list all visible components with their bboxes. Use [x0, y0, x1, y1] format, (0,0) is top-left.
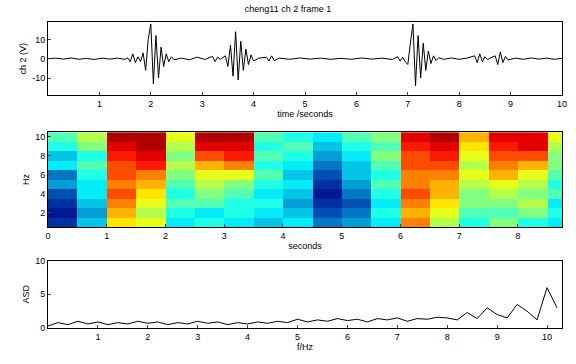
svg-text:2: 2: [148, 99, 153, 109]
svg-text:1: 1: [104, 231, 109, 241]
svg-text:6: 6: [345, 332, 350, 342]
svg-text:3: 3: [222, 231, 227, 241]
svg-text:8: 8: [40, 151, 45, 161]
svg-text:10: 10: [35, 132, 45, 142]
svg-text:0: 0: [40, 54, 45, 64]
svg-text:7: 7: [457, 231, 462, 241]
svg-text:4: 4: [40, 189, 45, 199]
svg-text:6: 6: [398, 231, 403, 241]
svg-text:cheng11 ch 2 frame 1: cheng11 ch 2 frame 1: [245, 4, 331, 14]
svg-text:f/Hz: f/Hz: [297, 342, 314, 352]
svg-text:Hz: Hz: [21, 174, 31, 185]
svg-text:3: 3: [195, 332, 200, 342]
svg-text:8: 8: [445, 332, 450, 342]
svg-text:time /seconds: time /seconds: [277, 109, 333, 119]
svg-text:1: 1: [95, 332, 100, 342]
svg-text:5: 5: [339, 231, 344, 241]
svg-text:10: 10: [35, 256, 45, 266]
svg-text:-10: -10: [32, 73, 45, 83]
svg-text:0: 0: [40, 323, 45, 333]
svg-text:1: 1: [97, 99, 102, 109]
svg-text:5: 5: [295, 332, 300, 342]
svg-text:ASD: ASD: [21, 285, 31, 304]
svg-text:5: 5: [40, 289, 45, 299]
svg-text:4: 4: [251, 99, 256, 109]
svg-text:ch 2 (V): ch 2 (V): [18, 43, 28, 75]
svg-text:2: 2: [145, 332, 150, 342]
svg-text:4: 4: [280, 231, 285, 241]
svg-text:9: 9: [495, 332, 500, 342]
svg-text:5: 5: [302, 99, 307, 109]
svg-text:7: 7: [395, 332, 400, 342]
svg-text:10: 10: [35, 35, 45, 45]
svg-text:2: 2: [163, 231, 168, 241]
svg-text:3: 3: [200, 99, 205, 109]
svg-text:10: 10: [557, 99, 567, 109]
svg-text:9: 9: [508, 99, 513, 109]
svg-text:4: 4: [245, 332, 250, 342]
svg-text:6: 6: [354, 99, 359, 109]
svg-text:seconds: seconds: [288, 241, 322, 251]
svg-text:10: 10: [542, 332, 552, 342]
svg-text:0: 0: [45, 231, 50, 241]
svg-text:2: 2: [40, 208, 45, 218]
svg-text:8: 8: [457, 99, 462, 109]
svg-text:6: 6: [40, 170, 45, 180]
svg-text:8: 8: [515, 231, 520, 241]
svg-text:7: 7: [405, 99, 410, 109]
